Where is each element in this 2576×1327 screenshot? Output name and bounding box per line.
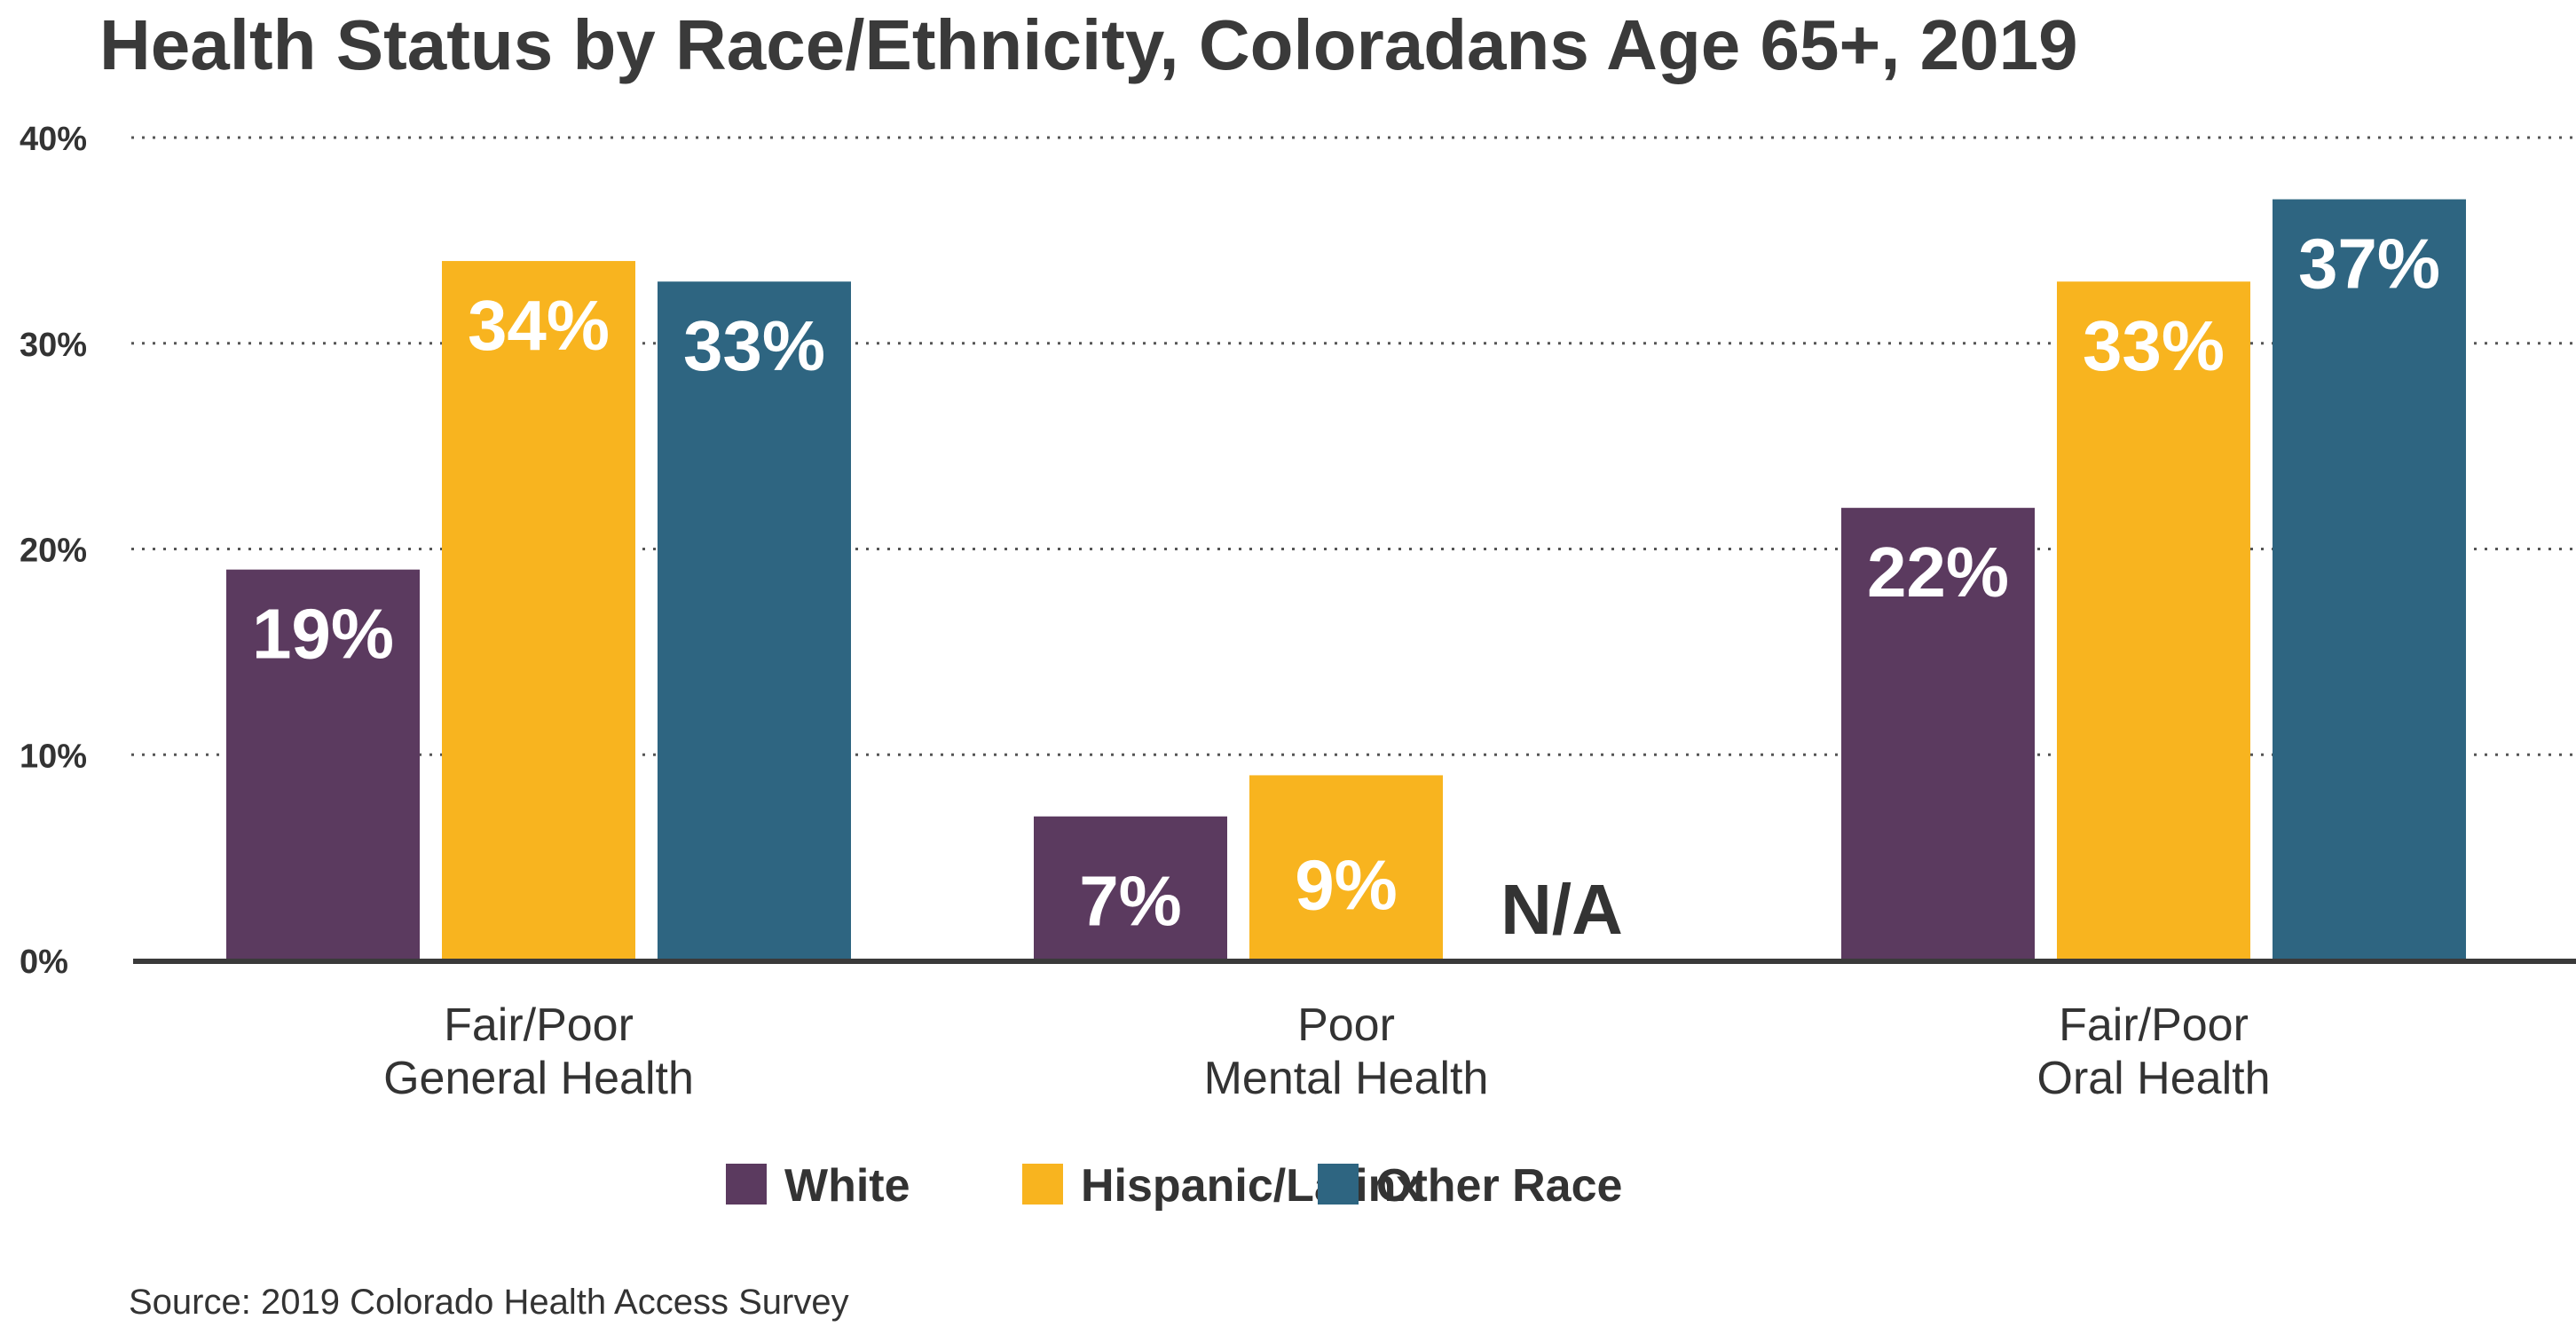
y-tick-label: 0%: [20, 944, 68, 981]
chart-title: Health Status by Race/Ethnicity, Colorad…: [99, 5, 2078, 84]
bar: [1249, 775, 1443, 960]
bar: [1841, 508, 2035, 960]
legend-label: Hispanic/Latinx: [1081, 1160, 1422, 1212]
bar: [226, 569, 420, 960]
data-label: 9%: [1295, 846, 1398, 925]
bar: [2273, 199, 2466, 960]
legend-label: Other Race: [1376, 1160, 1622, 1212]
data-label-na: N/A: [1501, 870, 1623, 949]
bar: [2057, 281, 2250, 961]
data-label: 37%: [2298, 225, 2440, 304]
bar: [1034, 816, 1227, 960]
x-axis-categories: Fair/Poor General Health Poor Mental Health…: [383, 999, 2270, 1104]
data-labels: 19% 7% 22% 34% 9% 33% 33% N/A 37%: [252, 225, 2440, 949]
y-tick-label: 40%: [20, 121, 87, 158]
bar: [658, 281, 851, 961]
legend-label: White: [784, 1160, 910, 1212]
data-label: 22%: [1867, 533, 2009, 612]
data-label: 33%: [683, 306, 825, 385]
data-label: 33%: [2083, 306, 2225, 385]
data-label: 19%: [252, 595, 394, 674]
legend-swatch: [1022, 1164, 1063, 1205]
data-label: 34%: [468, 286, 610, 365]
y-tick-label: 20%: [20, 533, 87, 570]
data-label: 7%: [1079, 861, 1182, 940]
x-category-label: Poor Mental Health: [1204, 999, 1489, 1104]
legend-swatch: [1318, 1164, 1359, 1205]
y-tick-label: 30%: [20, 327, 87, 364]
bars: [226, 199, 2466, 961]
x-category-label: Fair/Poor General Health: [383, 999, 694, 1104]
legend-swatch: [726, 1164, 767, 1205]
y-axis-ticks: 0% 10% 20% 30% 40%: [20, 121, 87, 981]
y-tick-label: 10%: [20, 738, 87, 775]
bar: [442, 261, 635, 960]
x-category-label: Fair/Poor Oral Health: [2037, 999, 2271, 1104]
source-note: Source: 2019 Colorado Health Access Surv…: [129, 1283, 849, 1322]
